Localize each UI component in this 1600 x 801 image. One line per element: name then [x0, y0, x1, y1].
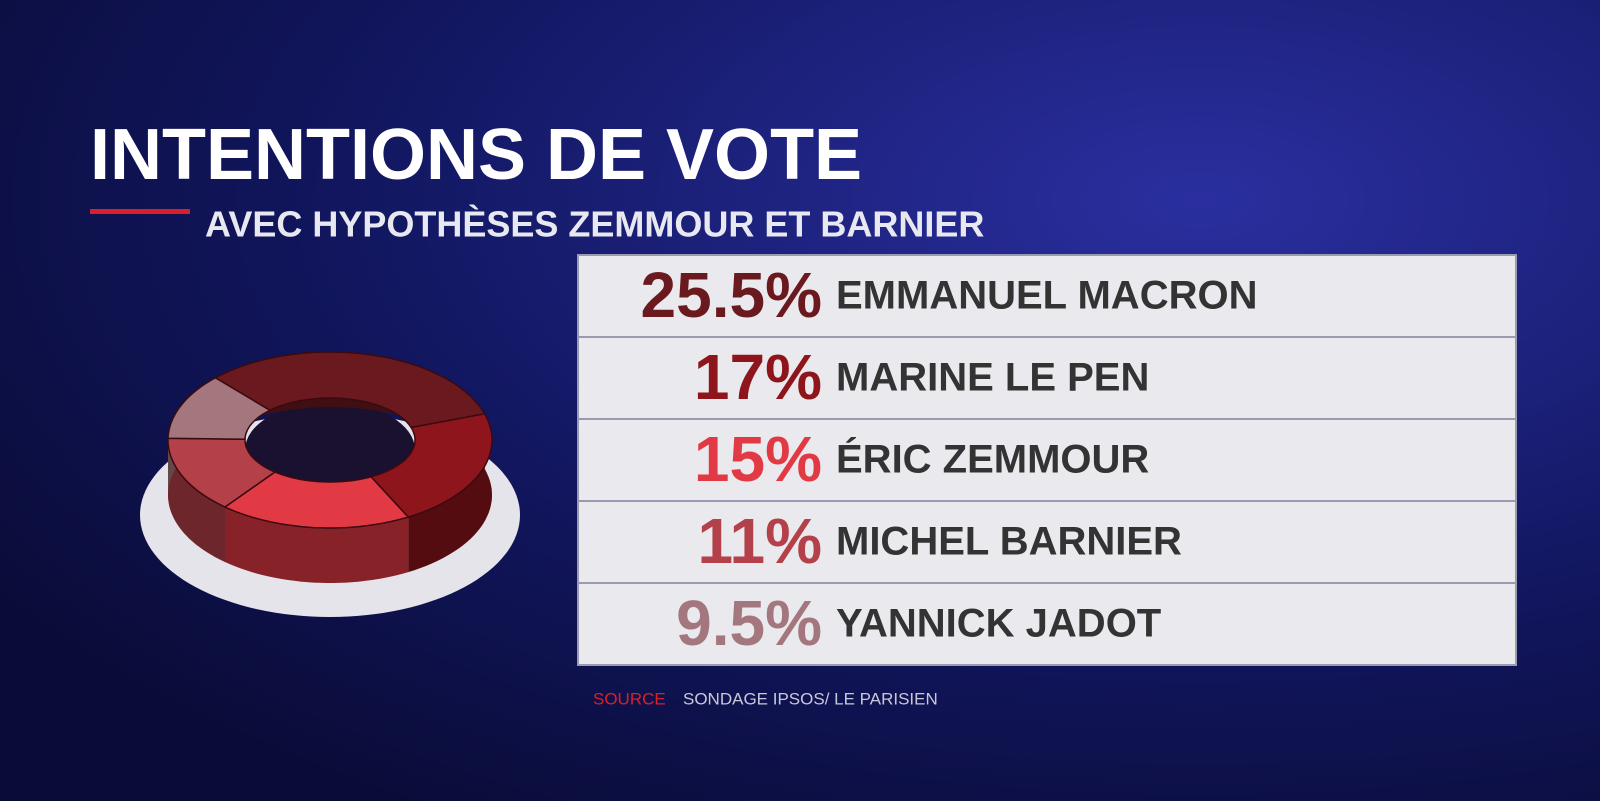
chart-subtitle: AVEC HYPOTHÈSES ZEMMOUR ET BARNIER	[205, 204, 984, 245]
donut-side-shade	[408, 413, 492, 573]
candidate-name: MICHEL BARNIER	[836, 520, 1182, 564]
row	[577, 500, 1517, 584]
value-label: 25.5%	[641, 259, 822, 331]
value-label: 9.5%	[676, 587, 822, 659]
table: 25.5% EMMANUEL MACRON 17% MARINE LE PEN 15% É…	[577, 254, 1517, 666]
donut-hole	[245, 402, 415, 498]
value-label: 11%	[697, 505, 822, 577]
candidate-name: ÉRIC ZEMMOUR	[836, 437, 1149, 482]
row	[577, 336, 1517, 420]
donut-side	[225, 507, 409, 583]
donut-side-shade	[168, 438, 225, 562]
title-rule	[90, 209, 190, 214]
source: SONDAGE IPSOS/ LE PARISIEN	[683, 689, 938, 708]
candidate-name: EMMANUEL MACRON	[836, 274, 1257, 318]
donut-side	[408, 413, 492, 573]
donut-side-shade	[225, 507, 409, 583]
source-label: SOURCE	[593, 689, 666, 708]
row	[577, 582, 1517, 666]
value-label: 15%	[694, 423, 822, 495]
chart-title: INTENTIONS DE VOTE	[90, 115, 862, 195]
donut-side	[168, 438, 225, 562]
donut	[167, 351, 493, 583]
candidate-name: YANNICK JADOT	[836, 602, 1161, 646]
value-label: 17%	[694, 341, 822, 413]
donut-segment	[167, 376, 272, 440]
candidate-name: MARINE LE PEN	[836, 356, 1149, 400]
